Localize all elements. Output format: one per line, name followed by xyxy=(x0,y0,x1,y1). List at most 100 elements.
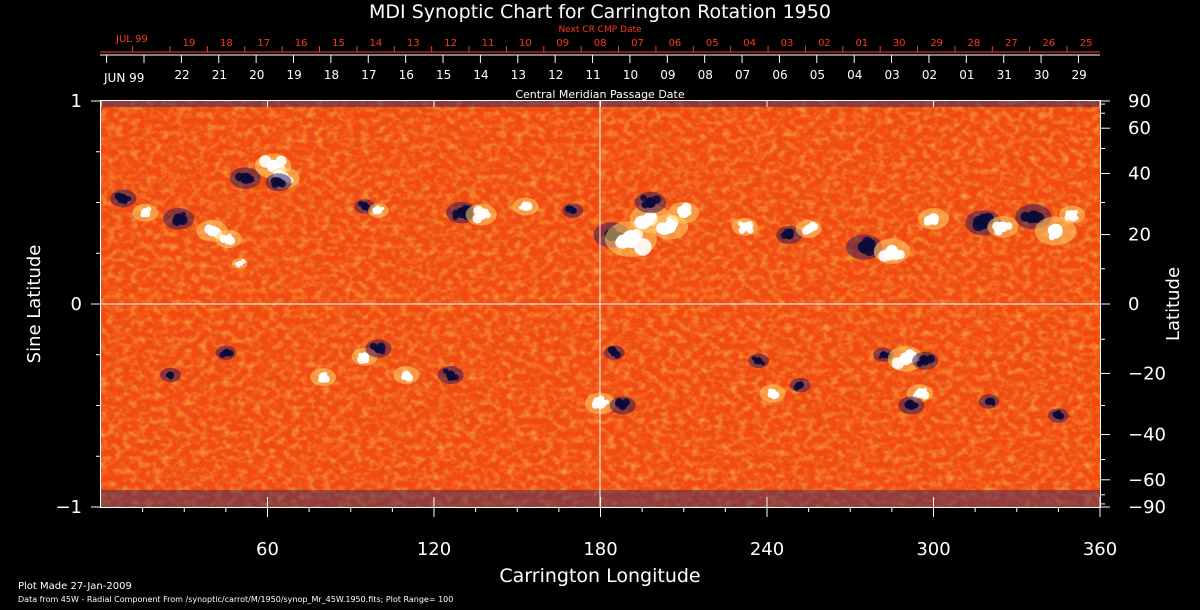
region-core-45 xyxy=(796,381,804,389)
y-right-tick-label--20: −20 xyxy=(1128,363,1166,384)
region-blob-43-2 xyxy=(761,361,766,366)
x-tick-label-360: 360 xyxy=(1083,539,1117,560)
y-right-tick-label--60: −60 xyxy=(1128,470,1166,491)
region-core-1 xyxy=(140,208,150,218)
region-core-39 xyxy=(446,370,456,380)
region-core-11 xyxy=(374,207,383,215)
cmp-date-19: 03 xyxy=(885,68,900,82)
region-core-47 xyxy=(899,352,913,366)
next-axis-title: Next CR CMP Date xyxy=(558,25,642,35)
next-date-11: 08 xyxy=(594,38,607,49)
region-core-30 xyxy=(1027,210,1040,224)
cmp-date-14: 08 xyxy=(698,68,713,82)
next-date-21: 28 xyxy=(968,38,981,49)
cmp-axis-title: Central Meridian Passage Date xyxy=(515,88,684,101)
next-date-0: 19 xyxy=(183,38,196,49)
cmp-month-label: JUN 99 xyxy=(103,71,144,85)
x-tick-label-180: 180 xyxy=(583,539,617,560)
region-core-27 xyxy=(928,213,939,225)
region-core-33 xyxy=(222,349,230,357)
region-core-13 xyxy=(475,209,487,221)
region-core-14 xyxy=(521,202,531,212)
footer-plot-made: Plot Made 27-Jan-2009 xyxy=(18,581,132,592)
y-left-tick-label-1: 1 xyxy=(71,91,82,112)
next-date-2: 17 xyxy=(257,38,270,49)
region-core-26 xyxy=(885,244,899,258)
next-date-24: 25 xyxy=(1080,38,1093,49)
cmp-date-11: 11 xyxy=(586,68,601,82)
x-axis-label: Carrington Longitude xyxy=(499,565,700,587)
region-core-5 xyxy=(237,260,243,267)
cmp-date-6: 16 xyxy=(399,68,414,82)
region-core-19 xyxy=(645,197,656,208)
x-tick-label-120: 120 xyxy=(417,539,451,560)
x-tick-label-300: 300 xyxy=(916,539,950,560)
y-right-tick-label-90: 90 xyxy=(1128,91,1151,112)
y-right-tick-label-0: 0 xyxy=(1128,294,1139,315)
cmp-date-17: 05 xyxy=(810,68,825,82)
region-core-20 xyxy=(663,220,677,234)
region-core-6 xyxy=(239,172,251,184)
y-right-tick-label-60: 60 xyxy=(1128,118,1151,139)
region-blob-12-4 xyxy=(452,214,459,220)
next-date-10: 09 xyxy=(556,38,569,49)
region-core-46 xyxy=(879,351,888,359)
cmp-date-12: 10 xyxy=(623,68,638,82)
right-axis-label: Latitude xyxy=(1163,267,1184,341)
region-core-4 xyxy=(224,234,234,244)
region-core-2 xyxy=(173,213,185,225)
region-core-29 xyxy=(997,221,1009,233)
next-date-9: 10 xyxy=(519,38,532,49)
next-date-1: 18 xyxy=(220,38,233,49)
cmp-date-24: 29 xyxy=(1071,68,1086,82)
region-core-12 xyxy=(456,207,468,219)
next-date-3: 16 xyxy=(295,38,308,49)
region-core-24 xyxy=(804,224,814,234)
x-tick-label-240: 240 xyxy=(750,539,784,560)
next-date-14: 05 xyxy=(706,38,719,49)
region-core-41 xyxy=(610,349,618,357)
cmp-date-8: 14 xyxy=(473,68,488,82)
region-core-25 xyxy=(857,240,871,254)
x-tick-label-60: 60 xyxy=(256,539,279,560)
cmp-date-21: 01 xyxy=(959,68,974,82)
cmp-date-13: 09 xyxy=(660,68,675,82)
region-core-48 xyxy=(920,356,930,366)
region-core-28 xyxy=(977,216,990,230)
next-date-4: 15 xyxy=(332,38,345,49)
region-core-9 xyxy=(274,177,284,187)
axis-ticks: 60 120 180 240 300 360 1 0 −1 90 60 40 20 0 −20 −40 −60 −… xyxy=(55,91,1166,560)
cmp-date-5: 17 xyxy=(361,68,376,82)
region-core-32 xyxy=(1067,210,1077,220)
next-date-5: 14 xyxy=(370,38,383,49)
region-core-51 xyxy=(985,397,993,406)
y-left-tick-label--1: −1 xyxy=(55,497,82,518)
next-date-8: 11 xyxy=(482,38,495,49)
next-date-12: 07 xyxy=(631,38,644,49)
region-core-21 xyxy=(678,207,690,219)
cmp-date-3: 19 xyxy=(286,68,301,82)
active-regions xyxy=(110,153,1086,423)
region-core-31 xyxy=(1048,223,1063,239)
footer-data-source: Data from 45W - Radial Component From /s… xyxy=(18,595,453,604)
cmp-date-10: 12 xyxy=(548,68,563,82)
y-right-tick-label-20: 20 xyxy=(1128,225,1151,246)
next-date-15: 04 xyxy=(743,38,756,49)
next-date-18: 01 xyxy=(855,38,868,49)
region-core-34 xyxy=(166,371,174,379)
region-core-3 xyxy=(206,225,218,237)
next-date-22: 27 xyxy=(1005,38,1018,49)
cmp-axis-ticks: 22 21 20 19 18 17 16 15 14 13 12 11 10 09 08 07 06 05 04 03… xyxy=(100,54,1100,82)
next-date-13: 06 xyxy=(669,38,682,49)
cmp-date-15: 07 xyxy=(735,68,750,82)
region-blob-49-4 xyxy=(922,387,928,392)
next-axis-ticks: 19 18 17 16 15 14 13 12 11 10 09 08 07 06 05 04 03 02 01 30… xyxy=(100,38,1100,53)
region-core-0 xyxy=(118,193,128,203)
chart-title: MDI Synoptic Chart for Carrington Rotati… xyxy=(369,1,831,23)
left-axis-label: Sine Latitude xyxy=(24,245,45,364)
cmp-date-0: 22 xyxy=(174,68,189,82)
region-core-37 xyxy=(374,344,383,354)
cmp-date-7: 15 xyxy=(436,68,451,82)
cmp-date-9: 13 xyxy=(511,68,526,82)
